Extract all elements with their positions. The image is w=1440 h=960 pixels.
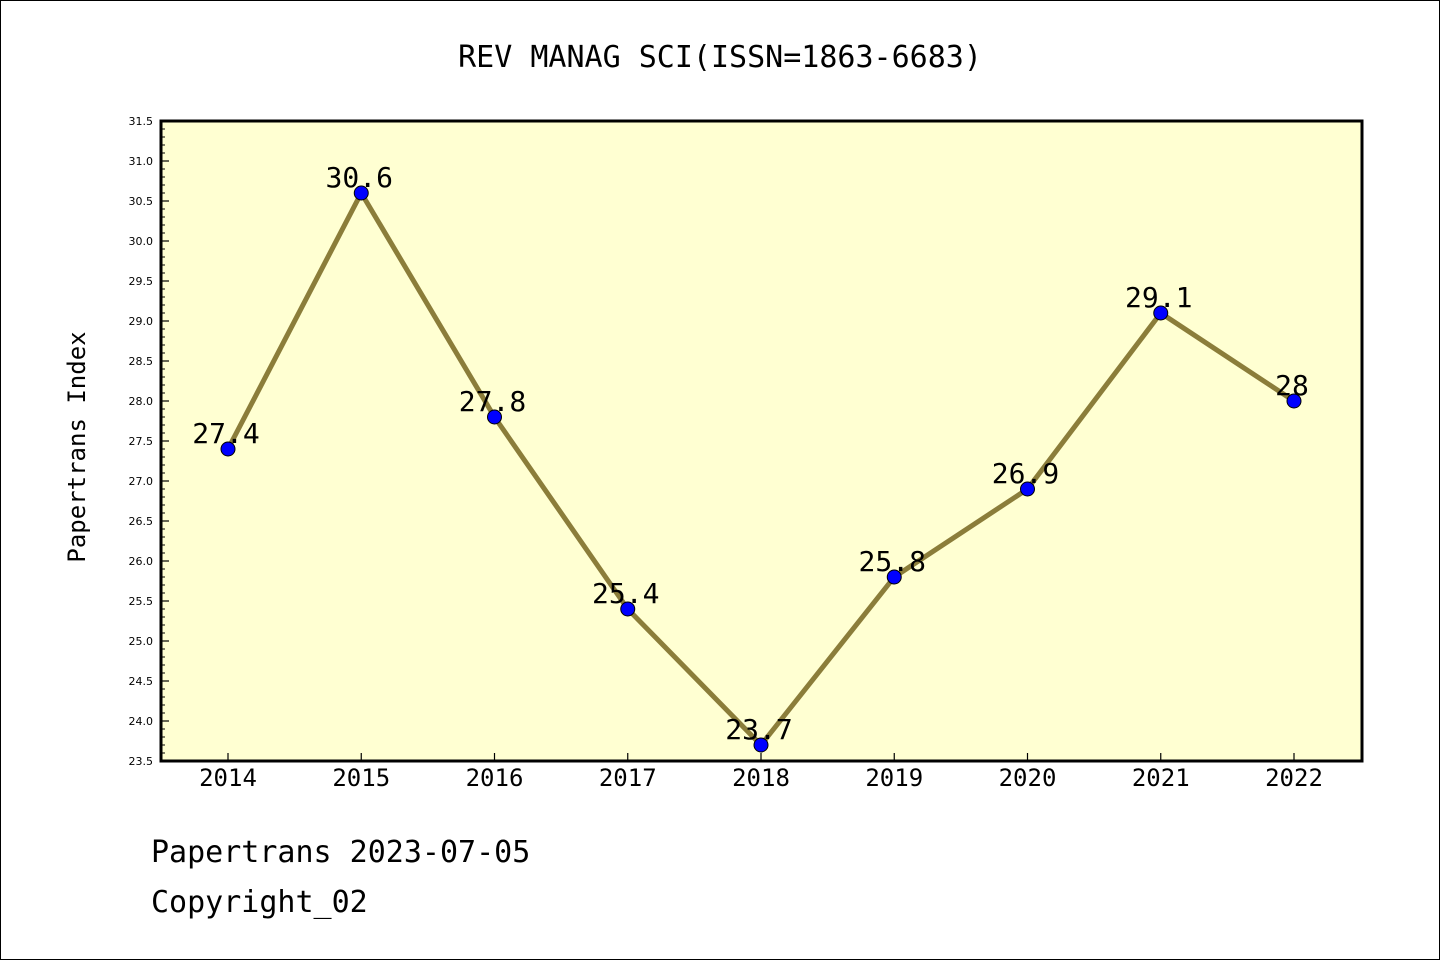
chart-title: REV MANAG SCI(ISSN=1863-6683): [458, 40, 982, 75]
y-tick-label: 29.0: [129, 315, 154, 328]
data-point: [753, 737, 769, 753]
plot-border: [159, 119, 1364, 763]
x-tick-label: 2019: [865, 764, 923, 792]
x-tick-label: 2018: [732, 764, 790, 792]
data-point: [353, 185, 369, 201]
data-point: [487, 409, 502, 425]
y-tick-label: 28.5: [129, 355, 154, 368]
plot-area: [161, 121, 1362, 761]
x-tick-label: 2016: [466, 764, 524, 792]
y-tick-label: 25.0: [129, 635, 154, 648]
data-point: [1020, 481, 1035, 497]
data-point: [620, 601, 636, 617]
data-label: 25.8: [859, 545, 926, 578]
x-tick-label: 2017: [599, 764, 657, 792]
y-tick-label: 27.5: [129, 435, 154, 448]
y-tick-label: 24.0: [129, 715, 154, 728]
x-tick-label: 2022: [1265, 764, 1323, 792]
y-tick-label: 25.5: [129, 595, 154, 608]
y-tick-label: 30.5: [129, 195, 154, 208]
y-tick-label: 27.0: [129, 475, 154, 488]
y-axis-label: Papertrans Index: [63, 331, 91, 562]
y-tick-label: 26.0: [129, 555, 154, 568]
data-label: 28: [1275, 369, 1309, 402]
data-label: 27.8: [459, 385, 526, 418]
y-tick-label: 30.0: [129, 235, 154, 248]
x-tick-label: 2014: [199, 764, 257, 792]
y-tick-label: 24.5: [129, 675, 154, 688]
y-tick-label: 23.5: [129, 755, 154, 768]
data-point: [1286, 393, 1302, 409]
footer-copyright: Copyright_02: [151, 885, 368, 920]
y-tick-label: 28.0: [129, 395, 154, 408]
data-label: 26.9: [992, 457, 1059, 490]
x-tick-label: 2015: [332, 764, 390, 792]
data-point: [220, 441, 236, 457]
data-label: 29.1: [1125, 281, 1192, 314]
x-tick-label: 2020: [999, 764, 1057, 792]
data-label: 25.4: [592, 577, 659, 610]
y-tick-label: 31.5: [129, 115, 154, 128]
data-point: [1153, 305, 1169, 321]
y-tick-label: 31.0: [129, 155, 154, 168]
y-tick-label: 29.5: [129, 275, 154, 288]
data-label: 23.7: [725, 713, 792, 746]
data-point: [886, 569, 902, 585]
y-tick-label: 26.5: [129, 515, 154, 528]
footer-date: Papertrans 2023-07-05: [151, 835, 531, 870]
x-tick-label: 2021: [1132, 764, 1190, 792]
data-label: 27.4: [192, 417, 259, 450]
data-label: 30.6: [326, 161, 393, 194]
